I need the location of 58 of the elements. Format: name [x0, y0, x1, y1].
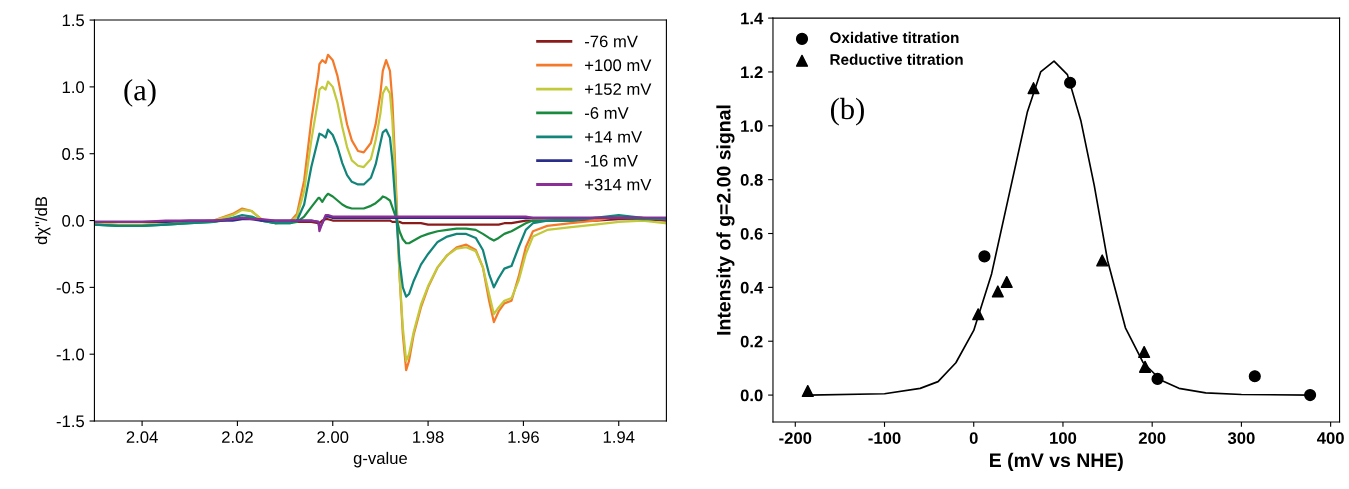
y-tick-label: 1.2	[741, 66, 763, 78]
x-tick-label: 200	[1138, 432, 1166, 444]
line-series	[94, 128, 667, 298]
legend-label: +14 mV	[585, 131, 643, 143]
legend-label: -76 mV	[584, 35, 638, 48]
point	[1248, 370, 1261, 383]
legend-label: -6 mV	[584, 107, 629, 119]
x-axis-title: E (mV vs NHE)	[990, 452, 1123, 471]
point	[1138, 360, 1152, 373]
y-tick-label: 0.8	[740, 174, 763, 186]
y-tick-label: 0.0	[62, 214, 85, 227]
y-tick-label: -1.5	[56, 415, 85, 428]
legend-label: -16 mV	[584, 154, 638, 167]
legend-label: Oxidative titration	[830, 31, 959, 44]
x-tick-label: 100	[1050, 432, 1077, 444]
point	[1096, 254, 1109, 267]
x-tick-label: 1.96	[508, 431, 539, 443]
y-axis-title: Intensity of g=2.00 signal	[716, 105, 735, 335]
y-tick-label: 0.0	[740, 389, 763, 402]
point	[1064, 76, 1077, 89]
x-axis-title: g-value	[353, 451, 408, 468]
point	[978, 250, 991, 263]
point	[801, 384, 814, 398]
y-tick-label: 0.4	[740, 281, 764, 294]
point	[1151, 372, 1164, 385]
point	[1138, 345, 1151, 359]
y-tick-label: 1.5	[62, 14, 85, 27]
x-tick-label: 400	[1316, 432, 1344, 444]
x-tick-label: 2.02	[222, 431, 253, 443]
legend-label: +100 mV	[585, 59, 652, 72]
point	[972, 308, 985, 321]
x-tick-label: 1.98	[413, 431, 444, 443]
y-tick-label: 1.0	[741, 120, 763, 133]
x-tick-label: 2.04	[126, 431, 158, 443]
y-tick-label: 0.5	[62, 148, 85, 160]
x-tick-label: -100	[868, 432, 901, 444]
x-tick-label: 300	[1227, 432, 1255, 444]
line-series	[94, 80, 667, 362]
legend-label: Reductive titration	[830, 53, 963, 65]
x-tick-label: 0	[969, 432, 978, 444]
x-tick-label: -200	[779, 432, 812, 444]
point	[991, 285, 1004, 298]
y-tick-label: 1.4	[741, 12, 764, 25]
y-tick-label: -0.5	[56, 281, 85, 294]
y-tick-label: 1.0	[62, 81, 85, 94]
annotation: (b)	[830, 97, 864, 126]
y-tick-label: 0.2	[740, 335, 763, 348]
point	[1027, 82, 1040, 95]
x-tick-label: 1.94	[603, 431, 635, 443]
annotation: (a)	[124, 79, 156, 107]
x-tick-label: 2.00	[317, 431, 349, 443]
point	[1304, 389, 1317, 402]
y-axis-title: dχ"/dB	[34, 196, 51, 245]
point	[1000, 275, 1013, 289]
legend-label: +314 mV	[585, 178, 652, 191]
y-tick-label: 0.6	[740, 227, 763, 240]
legend-label: +152 mV	[585, 83, 652, 96]
y-tick-label: -1.0	[56, 348, 85, 361]
